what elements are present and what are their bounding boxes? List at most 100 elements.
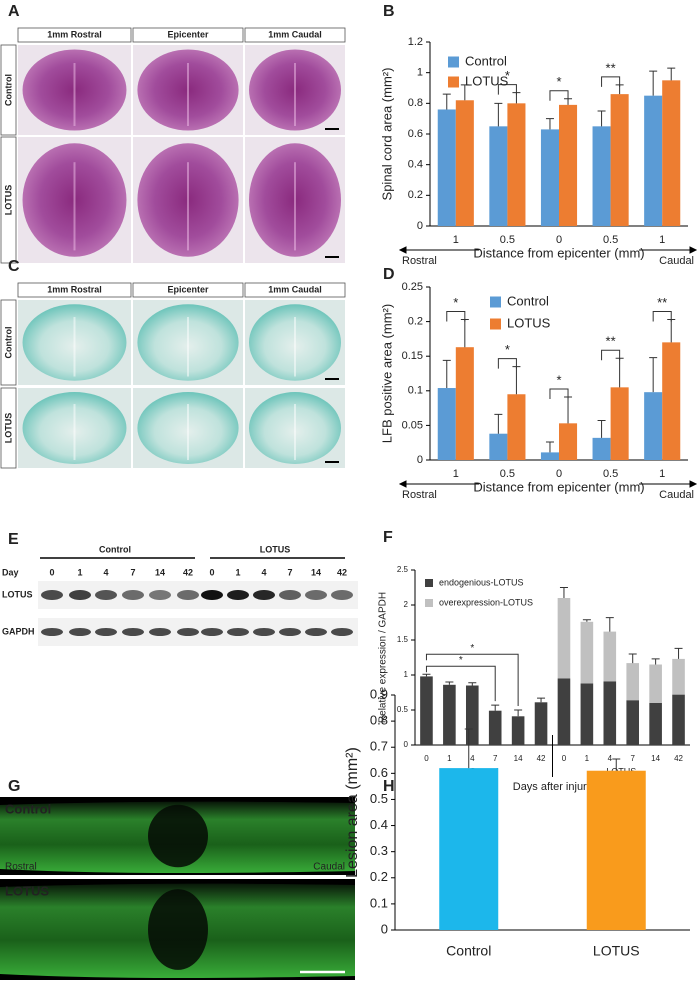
blot-band bbox=[41, 628, 63, 636]
y-tick-label: 0.9 bbox=[370, 686, 388, 701]
legend-swatch bbox=[490, 318, 501, 330]
row-label-box bbox=[0, 387, 17, 469]
error-bar bbox=[615, 357, 624, 388]
comparison-bracket bbox=[425, 653, 519, 706]
x-tick-label: 1 bbox=[659, 468, 665, 480]
row-label: Control bbox=[3, 74, 13, 106]
bar bbox=[534, 702, 548, 745]
bar bbox=[465, 685, 479, 745]
y-tick-label: 0.2 bbox=[370, 869, 388, 884]
blot-band bbox=[41, 590, 63, 600]
x-axis-title: Distance from epicenter (mm) bbox=[473, 245, 644, 260]
y-tick-label: 0.2 bbox=[408, 189, 423, 201]
significance-bracket bbox=[549, 90, 569, 101]
day-label: 4 bbox=[103, 567, 108, 577]
bar bbox=[559, 104, 578, 226]
bar bbox=[626, 700, 640, 745]
significance-label: * bbox=[556, 74, 561, 89]
x-tick-label: 1 bbox=[453, 468, 459, 480]
x-annotation: Rostral bbox=[402, 255, 437, 267]
significance-bracket bbox=[652, 311, 672, 322]
blot-band bbox=[69, 590, 91, 600]
significance-bracket bbox=[446, 311, 466, 322]
x-tick-label: Control bbox=[446, 943, 491, 959]
error-bar bbox=[491, 704, 500, 711]
x-tick-label: LOTUS bbox=[593, 943, 640, 959]
bar bbox=[610, 387, 629, 460]
row-label: Control bbox=[5, 801, 51, 816]
significance-bracket bbox=[497, 84, 517, 95]
bar bbox=[672, 658, 685, 695]
row-label-box bbox=[0, 44, 17, 136]
y-tick-label: 0.3 bbox=[370, 843, 388, 858]
x-annotation: Caudal bbox=[659, 255, 694, 267]
error-bar bbox=[582, 619, 591, 622]
comparison-label: * bbox=[470, 643, 474, 654]
blot-band bbox=[95, 628, 117, 636]
error-bar bbox=[564, 396, 573, 424]
bar bbox=[488, 710, 502, 745]
legend-swatch bbox=[425, 579, 433, 587]
orientation-label: Rostral bbox=[5, 862, 37, 873]
blot-band bbox=[177, 628, 199, 636]
blot-band bbox=[253, 628, 275, 636]
error-bar bbox=[514, 709, 523, 717]
bar bbox=[455, 100, 474, 226]
x-axis-title: Distance from epicenter (mm) bbox=[473, 479, 644, 494]
y-axis-title: Spinal cord area (mm²) bbox=[379, 68, 394, 201]
legend-label: Control bbox=[465, 53, 507, 68]
error-bar bbox=[649, 357, 658, 393]
panel-letter: F bbox=[383, 529, 393, 546]
x-tick-label: 1 bbox=[659, 234, 665, 246]
error-bar bbox=[597, 110, 606, 127]
bar bbox=[557, 678, 571, 745]
y-tick-label: 0.1 bbox=[408, 385, 423, 397]
band-label: GAPDH bbox=[2, 626, 35, 636]
x-tick-label: 1 bbox=[453, 234, 459, 246]
blot-band bbox=[177, 590, 199, 600]
column-header: 1mm Caudal bbox=[268, 29, 322, 39]
comparison-label: * bbox=[459, 655, 463, 666]
bar bbox=[580, 683, 594, 745]
error-bar bbox=[537, 697, 546, 703]
blot-band bbox=[149, 628, 171, 636]
blot-band bbox=[227, 628, 249, 636]
error-bar bbox=[667, 67, 676, 81]
y-tick-label: 2 bbox=[404, 600, 409, 609]
x-tick-label: 0.5 bbox=[500, 468, 515, 480]
y-tick-label: 0 bbox=[381, 921, 388, 936]
day-label: 1 bbox=[77, 567, 82, 577]
bar bbox=[603, 631, 617, 682]
bar bbox=[540, 129, 559, 226]
y-tick-label: 0.05 bbox=[402, 419, 423, 431]
day-label: 7 bbox=[130, 567, 135, 577]
day-label: 1 bbox=[235, 567, 240, 577]
arrow bbox=[398, 480, 480, 488]
x-tick-label: 1 bbox=[447, 754, 452, 763]
bar bbox=[626, 663, 640, 701]
bar bbox=[420, 676, 433, 745]
column-header-box bbox=[132, 282, 244, 298]
y-tick-label: 0.5 bbox=[397, 705, 409, 714]
error-bar bbox=[612, 758, 621, 771]
blot-band bbox=[69, 628, 91, 636]
error-bar bbox=[674, 647, 683, 659]
blot-band bbox=[149, 590, 171, 600]
column-header: Epicenter bbox=[167, 29, 209, 39]
y-tick-label: 0.2 bbox=[408, 316, 423, 328]
error-bar bbox=[559, 587, 568, 598]
blot-band bbox=[253, 590, 275, 600]
x-tick-label: 0 bbox=[556, 234, 562, 246]
blot-band bbox=[305, 590, 327, 600]
row-header: Day bbox=[2, 567, 19, 577]
column-header: Epicenter bbox=[167, 284, 209, 294]
legend-swatch bbox=[448, 56, 459, 68]
bar bbox=[489, 433, 508, 460]
bar bbox=[672, 694, 685, 745]
column-header-box bbox=[17, 282, 132, 298]
bar bbox=[580, 621, 594, 684]
blot-band bbox=[227, 590, 249, 600]
x-tick-label: 7 bbox=[493, 754, 498, 763]
error-bar bbox=[545, 441, 554, 453]
panel-letter: G bbox=[8, 778, 20, 795]
